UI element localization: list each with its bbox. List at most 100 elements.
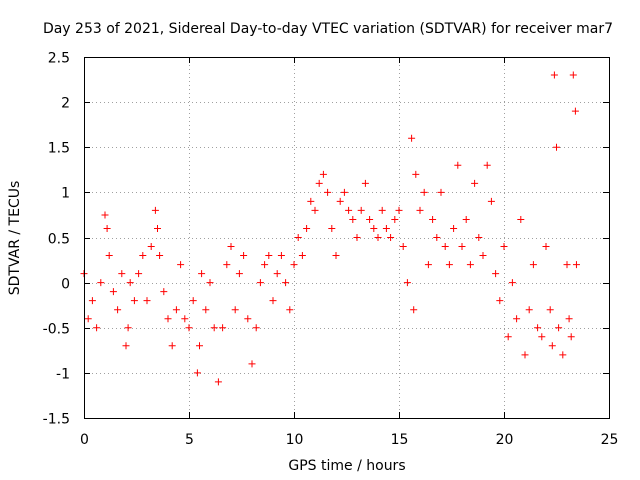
x-tick-label: 15	[391, 432, 409, 448]
data-point	[416, 206, 424, 214]
data-point	[538, 333, 546, 341]
y-tick-label: 2.5	[48, 51, 70, 67]
data-point	[328, 224, 336, 232]
data-point	[315, 179, 323, 187]
data-point	[361, 179, 369, 187]
data-point	[366, 215, 374, 223]
data-point	[135, 270, 143, 278]
data-point	[462, 215, 470, 223]
data-point	[555, 324, 563, 332]
data-point	[311, 206, 319, 214]
data-point	[97, 279, 105, 287]
data-point	[105, 252, 113, 260]
data-point	[513, 315, 521, 323]
x-tick-label: 25	[601, 432, 619, 448]
y-tick-label: 1.5	[48, 141, 70, 157]
data-point	[479, 252, 487, 260]
data-point	[109, 288, 117, 296]
x-tick-label: 10	[286, 432, 304, 448]
data-point	[500, 243, 508, 251]
data-point	[198, 270, 206, 278]
y-tick-label: -1.5	[43, 412, 70, 428]
data-point	[265, 252, 273, 260]
data-point	[206, 279, 214, 287]
data-point	[252, 324, 260, 332]
data-point	[395, 206, 403, 214]
data-point	[466, 261, 474, 269]
data-point	[370, 224, 378, 232]
data-point	[408, 134, 416, 142]
data-point	[154, 224, 161, 232]
data-point	[235, 270, 243, 278]
data-point	[429, 215, 437, 223]
y-tick-label: 1	[61, 186, 70, 202]
data-point	[504, 333, 512, 341]
data-point	[240, 252, 248, 260]
data-point	[307, 197, 315, 205]
data-point	[534, 324, 542, 332]
data-point	[244, 315, 252, 323]
data-point	[445, 261, 453, 269]
data-point	[164, 315, 172, 323]
data-point	[353, 234, 361, 241]
data-point	[475, 234, 483, 241]
data-point	[210, 324, 218, 332]
y-tick-label: 0	[61, 277, 70, 293]
data-point	[437, 188, 445, 196]
data-point	[227, 243, 235, 251]
data-point	[569, 71, 577, 79]
data-point	[298, 252, 306, 260]
data-point	[214, 378, 222, 386]
data-point	[177, 261, 185, 269]
data-point	[420, 188, 428, 196]
data-point	[412, 170, 420, 178]
data-point	[458, 243, 466, 251]
data-point	[286, 306, 294, 314]
axis-ticks	[84, 57, 610, 419]
y-tick-labels: -1.5 -1 -0.5 0 0.5 1 1.5 2 2.5	[43, 51, 70, 428]
chart-title: Day 253 of 2021, Sidereal Day-to-day VTE…	[43, 21, 613, 37]
data-point	[147, 243, 155, 251]
plot-frame	[84, 57, 610, 419]
data-point	[508, 279, 516, 287]
data-point	[345, 206, 353, 214]
data-point	[160, 288, 168, 296]
data-point	[151, 206, 159, 214]
data-point	[441, 243, 449, 251]
y-tick-label: 0.5	[48, 232, 70, 248]
data-point	[168, 342, 176, 350]
data-point	[349, 215, 357, 223]
data-point	[319, 170, 327, 178]
data-point	[387, 234, 395, 241]
data-point	[374, 234, 382, 241]
data-point	[256, 279, 264, 287]
data-point	[156, 252, 164, 260]
data-point	[378, 206, 386, 214]
data-point	[382, 224, 390, 232]
data-series	[80, 71, 580, 386]
data-point	[202, 306, 210, 314]
data-point	[454, 161, 462, 169]
data-point	[290, 261, 298, 269]
data-point	[553, 143, 560, 151]
data-point	[492, 270, 500, 278]
data-point	[124, 324, 132, 332]
data-point	[542, 243, 550, 251]
y-tick-label: 2	[61, 96, 70, 112]
data-point	[563, 261, 571, 269]
data-point	[399, 243, 407, 251]
data-point	[189, 297, 197, 305]
data-point	[269, 297, 277, 305]
data-point	[565, 315, 573, 323]
data-point	[548, 342, 556, 350]
data-point	[471, 179, 479, 187]
data-point	[529, 261, 537, 269]
data-point	[88, 297, 96, 305]
data-point	[261, 261, 269, 269]
data-point	[143, 297, 151, 305]
data-point	[521, 351, 529, 359]
data-point	[340, 188, 348, 196]
data-point	[84, 315, 92, 323]
data-point	[391, 215, 399, 223]
data-point	[282, 279, 290, 287]
